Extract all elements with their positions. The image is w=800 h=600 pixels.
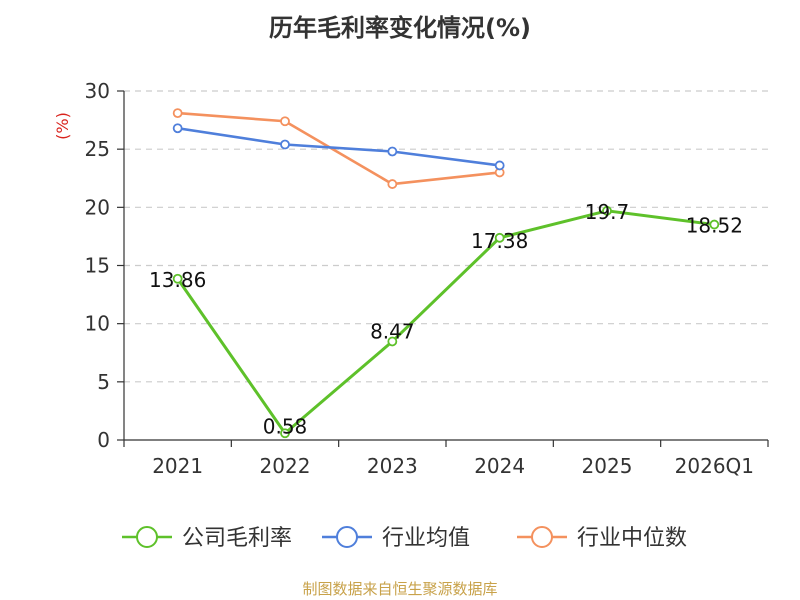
data-labels: 13.86 0.58 8.47 17.38 19.7 18.52 — [149, 200, 743, 438]
data-point — [280, 116, 290, 127]
series-line — [177, 111, 500, 186]
grid-lines — [124, 90, 768, 383]
source-note: 制图数据来自恒生聚源数据库 — [302, 580, 497, 598]
data-point — [387, 179, 398, 189]
y-axis-unit-label: (%) — [53, 112, 72, 140]
data-point — [280, 139, 290, 150]
data-point — [387, 146, 398, 157]
data-label: 0.58 — [263, 414, 308, 438]
y-tick-label: 20 — [85, 195, 110, 219]
legend: 公司毛利率 行业均值 行业中位数 — [122, 526, 687, 551]
x-tick-label: 2024 — [474, 454, 525, 478]
legend-label: 行业均值 — [382, 526, 470, 551]
x-tick-label: 2023 — [367, 454, 418, 478]
series — [172, 108, 720, 439]
series-3 — [172, 108, 505, 189]
data-label: 17.38 — [471, 229, 528, 253]
series-line — [177, 126, 500, 167]
data-point — [280, 428, 290, 439]
data-label: 13.86 — [149, 268, 206, 292]
chart-title: 历年毛利率变化情况(%) — [269, 14, 531, 42]
data-point — [709, 219, 720, 230]
series-line — [176, 209, 715, 435]
data-point — [494, 232, 505, 243]
y-tick-label: 5 — [97, 370, 110, 394]
legend-marker — [336, 526, 358, 548]
data-point — [602, 205, 612, 216]
legend-item: 公司毛利率 — [122, 526, 292, 551]
x-tick-label: 2022 — [260, 454, 311, 478]
legend-label: 公司毛利率 — [182, 526, 292, 551]
data-point — [387, 336, 398, 347]
x-tick-label: 2021 — [152, 454, 203, 478]
y-tick-label: 30 — [85, 79, 110, 103]
legend-marker — [531, 526, 553, 548]
x-tick-label: 2026Q1 — [675, 454, 754, 478]
legend-item: 行业均值 — [322, 526, 470, 551]
x-tick-label: 2025 — [582, 454, 633, 478]
legend-item: 行业中位数 — [517, 526, 687, 551]
y-tick-label: 25 — [85, 137, 110, 161]
legend-marker — [136, 526, 158, 548]
data-point — [172, 273, 183, 284]
series-1 — [172, 205, 720, 439]
data-point — [172, 108, 183, 119]
y-tick-label: 10 — [85, 312, 110, 336]
data-point — [172, 123, 183, 134]
y-tick-label: 15 — [85, 254, 110, 278]
data-label: 18.52 — [686, 214, 743, 238]
data-point — [494, 160, 505, 171]
data-label: 19.7 — [585, 200, 630, 224]
series-2 — [172, 123, 505, 171]
y-tick-label: 0 — [97, 428, 110, 452]
legend-label: 行业中位数 — [577, 526, 687, 551]
data-label: 8.47 — [370, 319, 415, 343]
